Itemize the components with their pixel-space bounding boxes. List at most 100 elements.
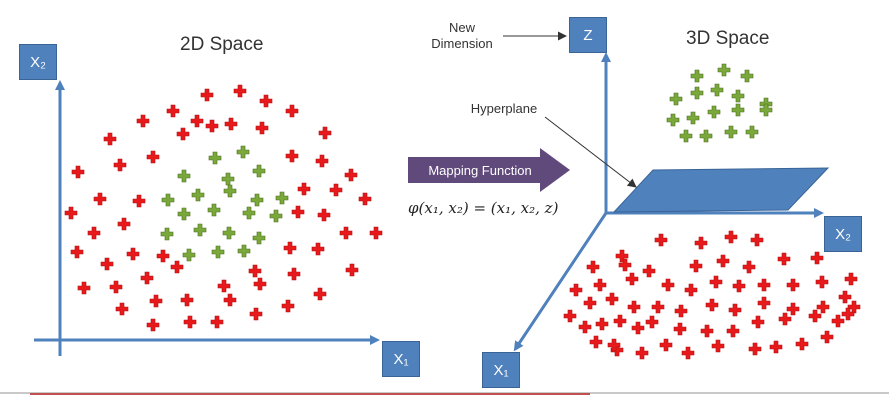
green-class-point: [182, 248, 196, 262]
x1-3d-axis-label-box: X₁: [482, 352, 520, 388]
red-class-point: [795, 337, 809, 351]
red-class-point: [583, 296, 597, 310]
green-class-point: [731, 89, 745, 103]
green-class-point: [707, 105, 721, 119]
red-class-point: [71, 165, 85, 179]
red-class-point: [757, 278, 771, 292]
red-class-point: [287, 267, 301, 281]
green-class-point: [252, 231, 266, 245]
red-class-point: [253, 277, 267, 291]
red-class-point: [569, 283, 583, 297]
red-class-point: [87, 226, 101, 240]
red-class-point: [126, 247, 140, 261]
green-class-point: [275, 191, 289, 205]
red-class-point: [689, 259, 703, 273]
red-class-point: [200, 88, 214, 102]
mapping-function-label: Mapping Function: [428, 162, 532, 178]
red-class-point: [291, 205, 305, 219]
green-class-point: [242, 206, 256, 220]
green-class-point: [679, 129, 693, 143]
red-class-point: [645, 315, 659, 329]
red-class-point: [313, 287, 327, 301]
red-class-point: [844, 272, 858, 286]
green-class-point: [690, 86, 704, 100]
red-class-point: [732, 279, 746, 293]
red-class-point: [339, 226, 353, 240]
red-class-point: [642, 264, 656, 278]
z-axis-label-box: Z: [569, 17, 607, 53]
red-class-point: [281, 299, 295, 313]
red-class-point: [315, 154, 329, 168]
green-class-point: [250, 193, 264, 207]
green-class-point: [690, 69, 704, 83]
red-class-point: [285, 149, 299, 163]
red-class-point: [694, 236, 708, 250]
red-class-point: [711, 339, 725, 353]
red-class-point: [841, 307, 855, 321]
red-class-point: [838, 290, 852, 304]
red-class-point: [100, 257, 114, 271]
hyperplane-label: Hyperplane: [470, 101, 538, 116]
red-class-point: [778, 312, 792, 326]
red-class-point: [605, 292, 619, 306]
red-class-point: [132, 194, 146, 208]
red-class-point: [117, 217, 131, 231]
green-class-point: [211, 245, 225, 259]
green-class-point: [252, 164, 266, 178]
red-class-point: [344, 168, 358, 182]
red-class-point: [190, 114, 204, 128]
green-class-point: [191, 188, 205, 202]
red-class-point: [311, 242, 325, 256]
red-class-point: [166, 104, 180, 118]
green-class-point: [237, 244, 251, 258]
red-class-point: [613, 314, 627, 328]
red-class-point: [681, 346, 695, 360]
green-class-point: [177, 207, 191, 221]
red-class-point: [259, 94, 273, 108]
red-class-point: [103, 132, 117, 146]
red-class-point: [93, 192, 107, 206]
red-class-point: [317, 208, 331, 222]
green-class-point: [717, 63, 731, 77]
green-class-point: [699, 129, 713, 143]
red-class-point: [700, 324, 714, 338]
red-class-point: [635, 346, 649, 360]
red-class-point: [716, 254, 730, 268]
red-class-point: [217, 279, 231, 293]
new-dimension-line2: Dimension: [431, 36, 493, 51]
red-class-point: [654, 233, 668, 247]
red-class-point: [742, 260, 756, 274]
red-class-point: [109, 280, 123, 294]
3d-space-title: 3D Space: [686, 28, 770, 49]
red-class-point: [224, 117, 238, 131]
red-class-point: [115, 302, 129, 316]
red-class-point: [170, 260, 184, 274]
red-class-point: [140, 271, 154, 285]
red-class-point: [625, 272, 639, 286]
green-class-point: [731, 103, 745, 117]
red-class-point: [815, 275, 829, 289]
green-class-point: [740, 69, 754, 83]
red-class-point: [808, 309, 822, 323]
red-class-point: [64, 206, 78, 220]
green-class-point: [160, 227, 174, 241]
mapping-formula: φ(x₁, x₂) = (x₁, x₂, z): [408, 199, 559, 217]
new-dimension-label: New Dimension: [420, 20, 504, 52]
red-class-point: [750, 233, 764, 247]
x1-3d-axis: [513, 212, 608, 352]
red-class-point: [726, 324, 740, 338]
2d-space-title: 2D Space: [180, 34, 264, 55]
red-class-point: [757, 296, 771, 310]
green-class-point: [208, 151, 222, 165]
red-class-point: [210, 315, 224, 329]
red-class-point: [769, 340, 783, 354]
green-class-point: [724, 125, 738, 139]
red-class-point: [709, 275, 723, 289]
red-class-point: [816, 300, 830, 314]
x1-axis-label-box: X₁: [382, 341, 420, 377]
green-class-point: [177, 169, 191, 183]
red-class-point: [673, 322, 687, 336]
green-class-point: [223, 184, 237, 198]
